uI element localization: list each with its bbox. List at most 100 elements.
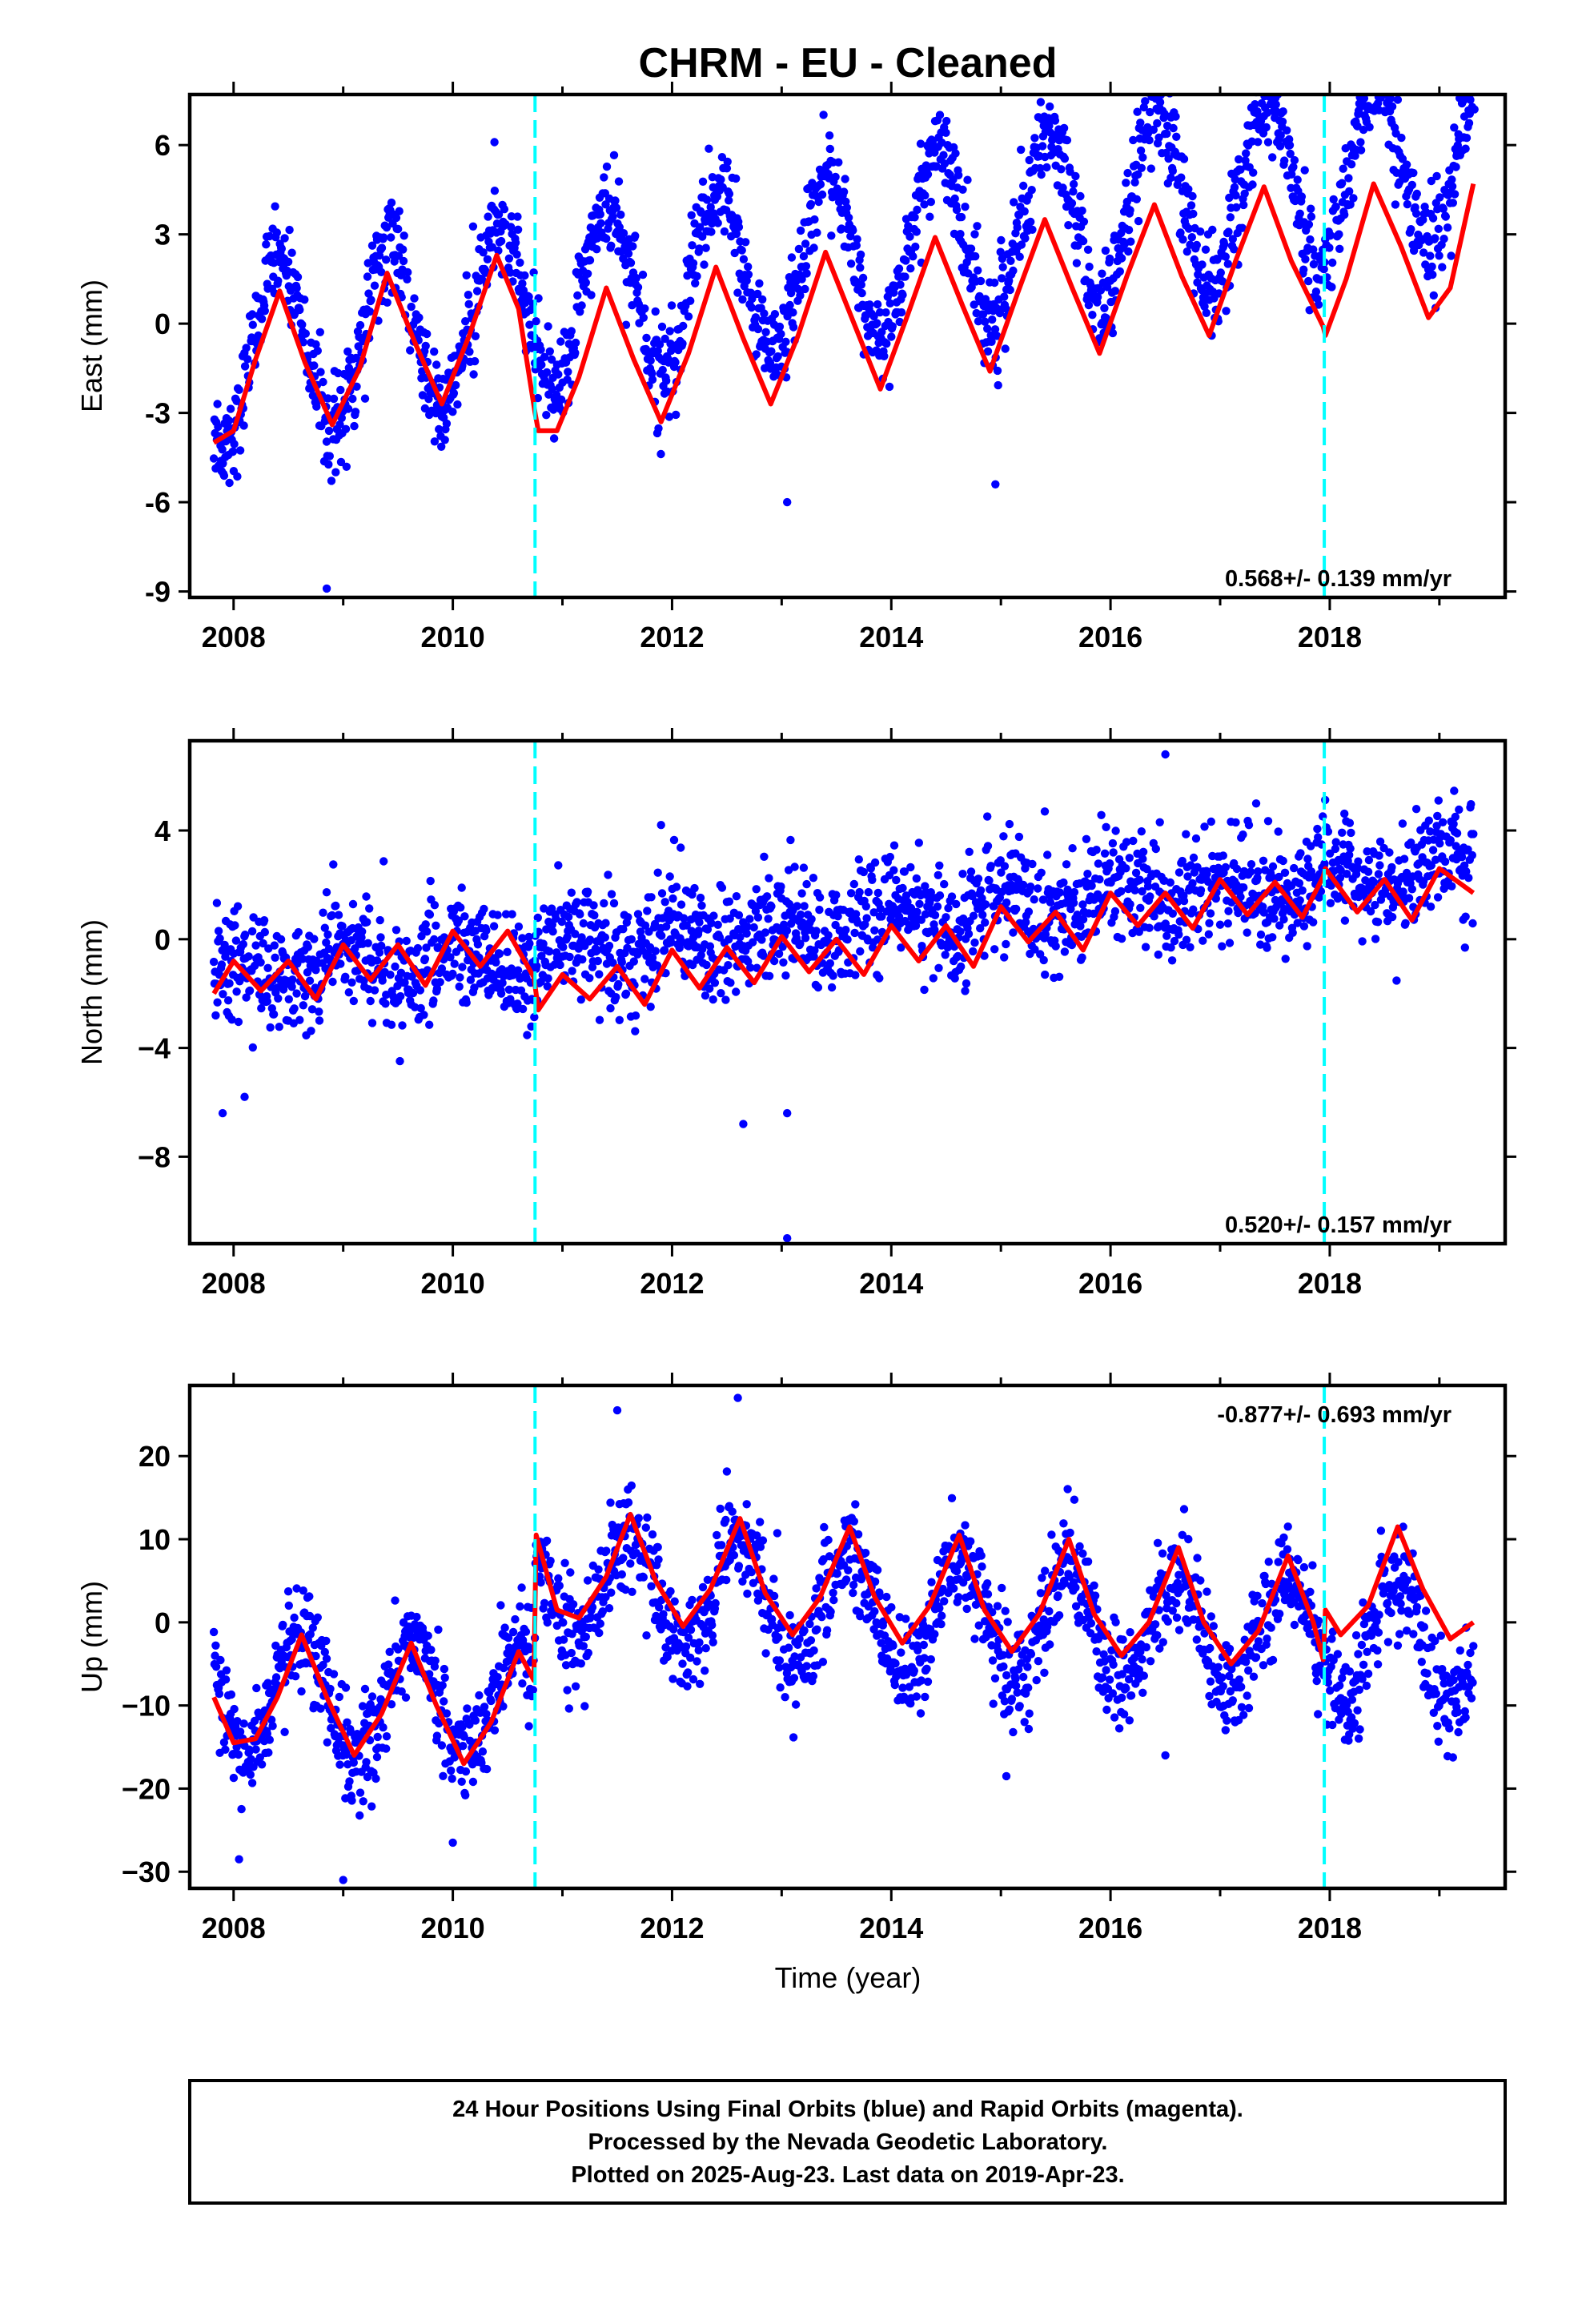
data-point	[435, 424, 444, 434]
data-point	[473, 940, 483, 949]
data-point	[571, 930, 580, 939]
data-point	[1247, 867, 1255, 876]
data-point	[448, 408, 457, 416]
data-point	[959, 914, 968, 923]
data-point	[1231, 818, 1240, 827]
data-point	[544, 974, 552, 983]
data-point	[1397, 133, 1406, 143]
data-point	[669, 1675, 677, 1683]
data-point	[1452, 829, 1462, 838]
data-point	[571, 1682, 580, 1691]
data-point	[819, 111, 828, 119]
data-point	[396, 991, 405, 1001]
data-point	[246, 1770, 255, 1779]
data-point	[215, 934, 224, 943]
data-point	[1203, 870, 1211, 879]
data-point	[1141, 943, 1150, 951]
data-point	[732, 229, 741, 239]
data-point	[1076, 922, 1085, 931]
data-point	[1298, 886, 1307, 895]
data-point	[555, 1581, 564, 1590]
data-point	[585, 974, 594, 983]
data-point	[316, 1704, 325, 1713]
data-point	[524, 292, 533, 301]
data-point	[901, 272, 909, 281]
data-point	[263, 963, 272, 973]
data-point	[921, 882, 930, 891]
data-point	[655, 1602, 664, 1612]
outlier-point	[783, 1234, 792, 1243]
data-point	[341, 1683, 351, 1692]
data-point	[504, 254, 514, 263]
data-point	[341, 972, 350, 982]
data-point	[1020, 207, 1029, 216]
data-point	[378, 976, 387, 985]
data-point	[247, 1779, 257, 1787]
data-point	[1254, 867, 1263, 876]
data-point	[725, 897, 734, 906]
data-point	[744, 262, 753, 271]
data-point	[986, 862, 995, 870]
data-point	[947, 892, 957, 901]
data-point	[942, 913, 950, 922]
data-point	[514, 922, 524, 931]
data-point	[717, 883, 727, 892]
data-point	[1279, 107, 1287, 116]
data-point	[1057, 165, 1066, 174]
data-point	[998, 263, 1007, 271]
data-point	[355, 1788, 365, 1797]
data-point	[827, 983, 837, 992]
data-point	[1274, 827, 1283, 836]
outlier-point	[1040, 807, 1050, 816]
data-point	[328, 977, 337, 987]
data-point	[777, 329, 785, 339]
data-point	[841, 175, 849, 183]
data-point	[1115, 267, 1125, 276]
data-point	[1382, 61, 1390, 69]
data-point	[715, 933, 725, 942]
data-point	[1426, 827, 1435, 836]
data-point	[809, 1671, 818, 1681]
data-point	[230, 1704, 239, 1714]
data-point	[367, 1692, 377, 1701]
data-point	[809, 243, 818, 252]
data-point	[1319, 264, 1328, 274]
data-point	[1387, 862, 1396, 872]
data-point	[1154, 133, 1163, 142]
data-point	[1409, 168, 1418, 178]
data-point	[1414, 859, 1423, 868]
data-point	[1370, 77, 1378, 85]
data-point	[228, 447, 238, 456]
data-point	[846, 259, 856, 268]
data-point	[211, 1011, 220, 1020]
data-point	[335, 1692, 343, 1702]
data-point	[1028, 859, 1037, 869]
data-point	[1251, 799, 1261, 808]
data-point	[284, 995, 293, 1004]
data-point	[602, 1546, 611, 1555]
data-point	[367, 1019, 377, 1027]
data-point	[1073, 911, 1082, 919]
data-point	[1025, 155, 1034, 165]
data-point	[774, 1663, 784, 1672]
data-point	[1211, 894, 1221, 903]
data-point	[1461, 144, 1470, 153]
data-point	[343, 347, 352, 356]
data-point	[229, 1773, 239, 1783]
data-point	[689, 259, 698, 267]
data-point	[221, 1675, 231, 1684]
data-point	[303, 943, 312, 951]
data-point	[686, 1653, 695, 1663]
data-point	[1450, 190, 1460, 199]
data-point	[1242, 149, 1251, 158]
data-point	[956, 230, 965, 239]
data-point	[537, 360, 546, 369]
data-point	[213, 998, 222, 1007]
data-point	[1221, 252, 1231, 261]
outlier-point	[783, 497, 792, 507]
data-point	[1243, 928, 1251, 937]
data-point	[319, 908, 327, 917]
data-point	[996, 856, 1005, 865]
data-point	[400, 978, 409, 987]
data-point	[1105, 859, 1114, 868]
